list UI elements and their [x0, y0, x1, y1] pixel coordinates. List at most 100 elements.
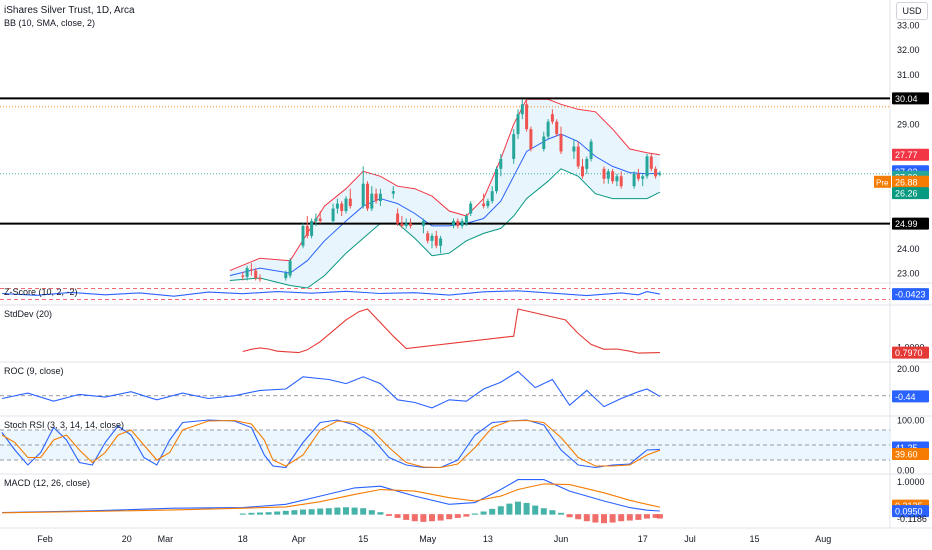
- macd-histogram-bar: [386, 514, 392, 516]
- candle-body: [452, 220, 455, 226]
- candle-body: [550, 114, 554, 122]
- macd-histogram-bar: [308, 509, 315, 515]
- candle-body: [542, 136, 546, 149]
- candle-body: [546, 121, 550, 137]
- macd-hist-last-value: -0.1186: [897, 514, 927, 524]
- indicator-line-main: [242, 308, 660, 354]
- candle-body: [464, 215, 468, 224]
- zscore-last-value: -0.0423: [895, 290, 926, 300]
- macd-histogram-bar: [532, 505, 539, 515]
- candle-body: [512, 134, 516, 159]
- price-label: 24.99: [895, 219, 918, 229]
- indicator-axis-tick: 0.00: [897, 466, 915, 476]
- bb-band-fill: [229, 99, 660, 288]
- candle-body: [434, 235, 438, 246]
- time-axis-label: Mar: [158, 534, 174, 544]
- candle-body: [249, 269, 253, 271]
- candle-body: [572, 146, 576, 152]
- indicator-axis-tick: 20.00: [897, 364, 920, 374]
- candle-body: [421, 220, 425, 226]
- macd-histogram-bar: [558, 512, 564, 515]
- candle-body: [258, 278, 262, 280]
- macd-histogram-bar: [360, 508, 367, 515]
- candle-body: [495, 168, 498, 192]
- candle-body: [245, 268, 249, 277]
- bb-lower-line: [229, 168, 661, 289]
- macd-histogram-bar: [618, 514, 625, 522]
- time-axis-label: 15: [358, 534, 368, 544]
- candle-body: [404, 223, 408, 226]
- stoch-d-last-value-bg: [892, 448, 929, 460]
- candle-body: [486, 201, 490, 207]
- macd-histogram-bar: [368, 510, 375, 515]
- macd-histogram-bar: [609, 514, 616, 523]
- time-axis-label: 18: [238, 534, 248, 544]
- price-label: 26.88: [895, 177, 918, 187]
- candle-body: [305, 225, 309, 236]
- macd-histogram-bar: [540, 508, 547, 515]
- price-axis-tick: 33.00: [897, 20, 920, 30]
- candle-body: [645, 156, 649, 177]
- macd-histogram-bar: [351, 507, 358, 515]
- candle-body: [430, 235, 434, 241]
- candle-body: [396, 213, 400, 224]
- macd-histogram-bar: [480, 511, 487, 515]
- candle-body: [499, 158, 503, 169]
- roc-last-value: -0.44: [895, 392, 916, 402]
- candle-body: [602, 168, 606, 179]
- candle-body: [378, 193, 382, 202]
- candle-body: [288, 260, 292, 276]
- stoch-d-last-value: 39.60: [895, 450, 918, 460]
- indicator-line-signal: [1, 483, 661, 514]
- candle-body: [632, 173, 636, 187]
- candle-body: [615, 176, 619, 182]
- time-axis-label: Aug: [815, 534, 831, 544]
- stddev-last-value-bg: [892, 346, 929, 359]
- indicator-line-k: [1, 419, 660, 469]
- candle-body: [366, 183, 369, 209]
- macd-histogram-bar: [575, 514, 582, 520]
- macd-histogram-bar: [463, 514, 470, 517]
- macd-histogram-bar: [377, 512, 384, 515]
- candle-body: [456, 220, 460, 226]
- candle-body: [310, 220, 314, 236]
- currency-button[interactable]: USD: [896, 2, 928, 20]
- candle-body: [606, 171, 610, 179]
- macd-histogram-bar: [506, 503, 513, 515]
- time-axis-label: Feb: [37, 534, 53, 544]
- price-label-bg: [892, 92, 929, 105]
- candle-body: [284, 273, 288, 279]
- candle-body: [529, 129, 533, 149]
- macd-histogram-bar: [566, 514, 573, 518]
- price-axis-tick: 31.00: [897, 70, 920, 80]
- candle-body: [374, 193, 378, 202]
- price-label: 27.77: [895, 150, 918, 160]
- candle-body: [636, 173, 640, 179]
- price-label-bg: [892, 217, 929, 230]
- candle-body: [361, 183, 365, 207]
- indicator-title: Stoch RSI (3, 3, 14, 14, close): [4, 420, 124, 430]
- macd-histogram-bar: [300, 509, 306, 515]
- indicator-line-macd: [1, 479, 660, 514]
- time-axis-label: Jul: [684, 534, 696, 544]
- indicator-title: StdDev (20): [4, 309, 52, 319]
- macd-histogram-bar: [274, 511, 281, 515]
- candle-body: [611, 171, 615, 182]
- candle-body: [426, 233, 430, 241]
- candle-body: [581, 166, 584, 177]
- time-axis-label: May: [419, 534, 437, 544]
- time-axis-label: 20: [122, 534, 132, 544]
- candle-body: [589, 141, 593, 159]
- macd-histogram-bar: [343, 507, 349, 515]
- macd-last-value-bg: [892, 505, 929, 518]
- candle-body: [344, 198, 348, 212]
- bb-indicator-label[interactable]: BB (10, SMA, close, 2): [4, 18, 96, 28]
- indicator-axis-tick: 1.0000: [897, 477, 925, 487]
- time-axis-label: 15: [749, 534, 759, 544]
- price-label: 30.04: [895, 94, 918, 104]
- price-label: 26.26: [895, 189, 918, 199]
- candle-body: [439, 238, 443, 246]
- macd-histogram-bar: [257, 512, 263, 515]
